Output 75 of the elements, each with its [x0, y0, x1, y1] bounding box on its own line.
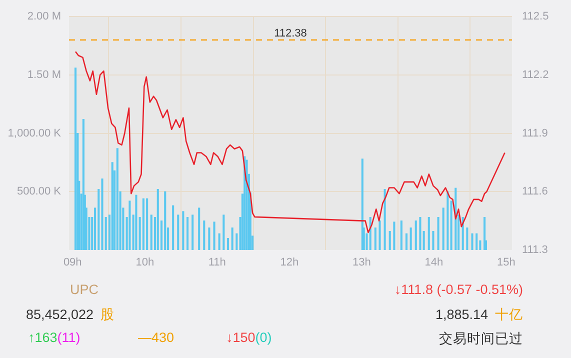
- bar: [378, 220, 381, 250]
- x-tick-label: 10h: [136, 256, 154, 269]
- y-tick-label: 2.00 M: [27, 10, 61, 23]
- bar: [208, 227, 210, 250]
- y-tick-label: 1,000.00 K: [8, 127, 62, 140]
- text: 股: [100, 307, 115, 322]
- x-tick-label: 11h: [208, 256, 226, 269]
- bar: [400, 220, 402, 250]
- text: 1,885.14: [435, 307, 488, 322]
- bar: [361, 158, 364, 250]
- bar: [182, 211, 184, 250]
- bar: [388, 231, 391, 250]
- bar: [146, 198, 148, 250]
- ref-line-label: 112.38: [274, 27, 307, 40]
- text: 85,452,022: [26, 307, 94, 322]
- bar: [393, 222, 396, 250]
- bar: [442, 208, 444, 250]
- bar: [484, 216, 486, 250]
- bar: [203, 220, 206, 250]
- bar: [410, 227, 412, 250]
- bar: [111, 162, 114, 250]
- bar: [192, 214, 194, 250]
- bar: [476, 233, 478, 250]
- x-tick-label: 14h: [424, 256, 444, 269]
- bar: [186, 216, 189, 250]
- y-tick-label: 500.00 K: [16, 186, 62, 198]
- bar: [246, 160, 248, 250]
- bar: [156, 188, 159, 250]
- bar: [405, 233, 408, 250]
- y2-tick-label: 111.3: [522, 244, 548, 256]
- x-tick-label: 15h: [497, 256, 516, 269]
- bar: [231, 227, 234, 250]
- text: (0): [255, 330, 272, 345]
- bar: [471, 233, 474, 250]
- bar: [213, 222, 216, 250]
- bar: [466, 227, 468, 250]
- y-tick-label: 1.50 M: [27, 68, 61, 81]
- text: 十亿: [495, 307, 523, 322]
- text: ↓150: [226, 330, 256, 345]
- bar: [446, 191, 449, 250]
- bar: [142, 198, 144, 250]
- bar: [135, 194, 138, 250]
- text: ↓111.8 (-0.57 -0.51%): [394, 282, 523, 297]
- bar: [177, 214, 180, 250]
- x-tick-label: 09h: [63, 256, 82, 269]
- bar: [384, 188, 386, 250]
- bar: [428, 216, 430, 250]
- bar: [450, 200, 452, 250]
- bar: [218, 233, 220, 250]
- bar: [116, 148, 118, 250]
- text: —430: [138, 330, 174, 345]
- x-tick-label: 13h: [352, 256, 371, 269]
- bar: [101, 178, 104, 250]
- bar: [164, 191, 166, 250]
- bar: [74, 68, 77, 250]
- bar: [128, 200, 131, 250]
- y2-tick-label: 111.9: [522, 127, 548, 140]
- bar: [374, 227, 376, 250]
- y2-tick-label: 112.2: [522, 68, 549, 81]
- text: 交易时间已过: [439, 331, 523, 346]
- x-tick-label: 12h: [280, 256, 299, 269]
- y2-tick-label: 112.5: [522, 10, 549, 23]
- bar: [226, 238, 230, 250]
- y2-tick-label: 111.6: [522, 186, 548, 198]
- bar: [432, 231, 434, 250]
- bar: [198, 208, 200, 250]
- bar: [172, 205, 174, 250]
- text: UPC: [70, 282, 99, 297]
- bar: [414, 220, 417, 250]
- bar: [419, 216, 422, 250]
- bar: [222, 214, 225, 250]
- text: (11): [57, 330, 80, 345]
- bar: [437, 216, 440, 250]
- bar: [150, 214, 152, 250]
- text: ↑163: [28, 330, 58, 345]
